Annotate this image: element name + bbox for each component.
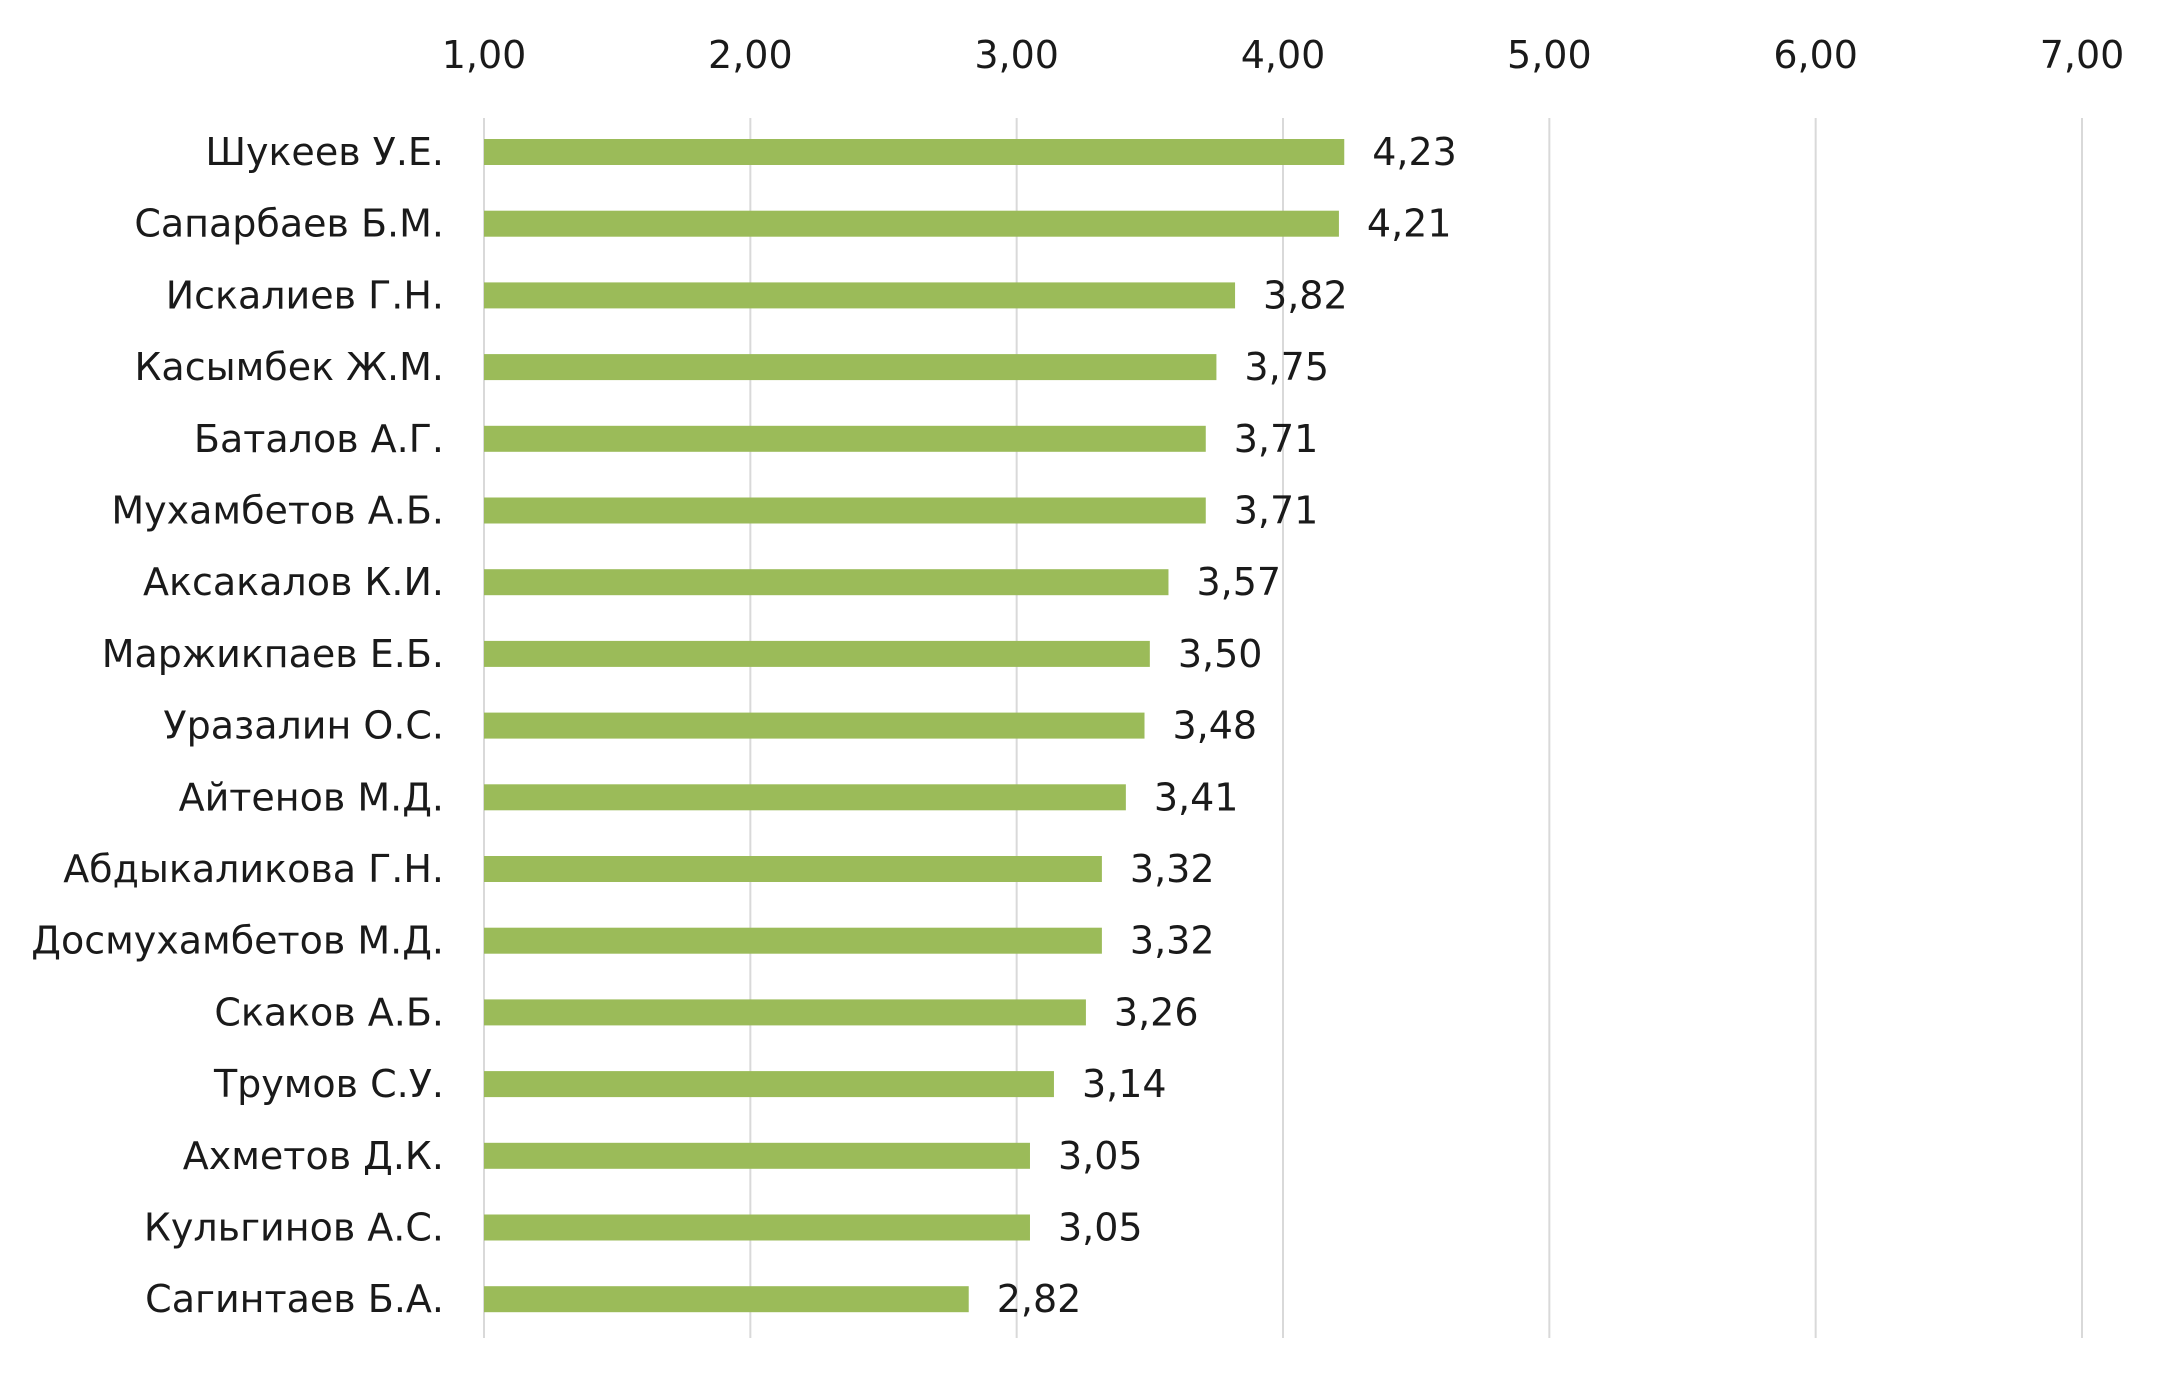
data-label-10: 3,32 — [1130, 847, 1215, 891]
category-label-3: Касымбек Ж.М. — [134, 345, 444, 389]
category-label-13: Трумов С.У. — [213, 1062, 444, 1106]
data-label-7: 3,50 — [1178, 632, 1263, 676]
data-label-2: 3,82 — [1263, 273, 1348, 317]
data-label-15: 3,05 — [1058, 1206, 1143, 1250]
data-label-6: 3,57 — [1196, 560, 1281, 604]
bar-13 — [484, 1071, 1054, 1098]
data-label-3: 3,75 — [1244, 345, 1329, 389]
category-label-1: Сапарбаев Б.М. — [134, 202, 444, 246]
bar-11 — [484, 927, 1102, 954]
category-label-5: Мухамбетов А.Б. — [111, 489, 444, 533]
x-tick-label-1: 2,00 — [708, 33, 793, 77]
bar-7 — [484, 640, 1150, 667]
bar-5 — [484, 497, 1206, 524]
category-label-15: Кульгинов А.С. — [144, 1206, 444, 1250]
data-label-13: 3,14 — [1082, 1062, 1167, 1106]
x-axis-ticks: 1,00 2,00 3,00 4,00 5,00 6,00 7,00 — [442, 33, 2125, 77]
category-label-12: Скаков А.Б. — [214, 990, 444, 1034]
data-label-11: 3,32 — [1130, 919, 1215, 963]
data-labels: 4,23 4,21 3,82 3,75 3,71 3,71 3,57 3,50 3,48 3,41… — [997, 130, 1457, 1321]
x-tick-label-5: 6,00 — [1773, 33, 1858, 77]
category-label-0: Шукеев У.Е. — [205, 130, 444, 174]
x-tick-label-4: 5,00 — [1507, 33, 1592, 77]
data-label-5: 3,71 — [1234, 489, 1319, 533]
data-label-12: 3,26 — [1114, 990, 1199, 1034]
category-label-2: Искалиев Г.Н. — [166, 273, 444, 317]
data-label-14: 3,05 — [1058, 1134, 1143, 1178]
bar-16 — [484, 1286, 969, 1313]
data-label-16: 2,82 — [997, 1277, 1082, 1321]
x-tick-label-0: 1,00 — [442, 33, 527, 77]
bar-12 — [484, 999, 1086, 1026]
bar-9 — [484, 784, 1126, 811]
data-label-4: 3,71 — [1234, 417, 1319, 461]
data-label-1: 4,21 — [1367, 202, 1452, 246]
x-tick-label-3: 4,00 — [1241, 33, 1326, 77]
data-label-0: 4,23 — [1372, 130, 1457, 174]
x-tick-label-2: 3,00 — [974, 33, 1059, 77]
data-label-8: 3,48 — [1173, 704, 1258, 748]
category-label-7: Маржикпаев Е.Б. — [102, 632, 444, 676]
bar-8 — [484, 712, 1145, 739]
bar-0 — [484, 139, 1345, 165]
bar-1 — [484, 210, 1339, 237]
bar-14 — [484, 1142, 1030, 1169]
bars — [484, 139, 1345, 1313]
category-label-8: Уразалин О.С. — [163, 704, 444, 748]
bar-15 — [484, 1214, 1030, 1241]
category-labels: Шукеев У.Е. Сапарбаев Б.М. Искалиев Г.Н. Ка… — [31, 130, 444, 1321]
category-label-11: Досмухамбетов М.Д. — [31, 919, 444, 963]
bar-10 — [484, 856, 1102, 882]
category-label-9: Айтенов М.Д. — [179, 775, 444, 819]
category-label-10: Абдыкаликова Г.Н. — [63, 847, 444, 891]
category-label-16: Сагинтаев Б.А. — [145, 1277, 444, 1321]
bar-4 — [484, 425, 1206, 452]
category-label-6: Аксакалов К.И. — [143, 560, 444, 604]
bar-6 — [484, 569, 1169, 596]
category-label-14: Ахметов Д.К. — [183, 1134, 444, 1178]
data-label-9: 3,41 — [1154, 775, 1239, 819]
bar-3 — [484, 354, 1217, 381]
category-label-4: Баталов А.Г. — [194, 417, 444, 461]
x-tick-label-6: 7,00 — [2040, 33, 2125, 77]
bar-2 — [484, 282, 1236, 309]
